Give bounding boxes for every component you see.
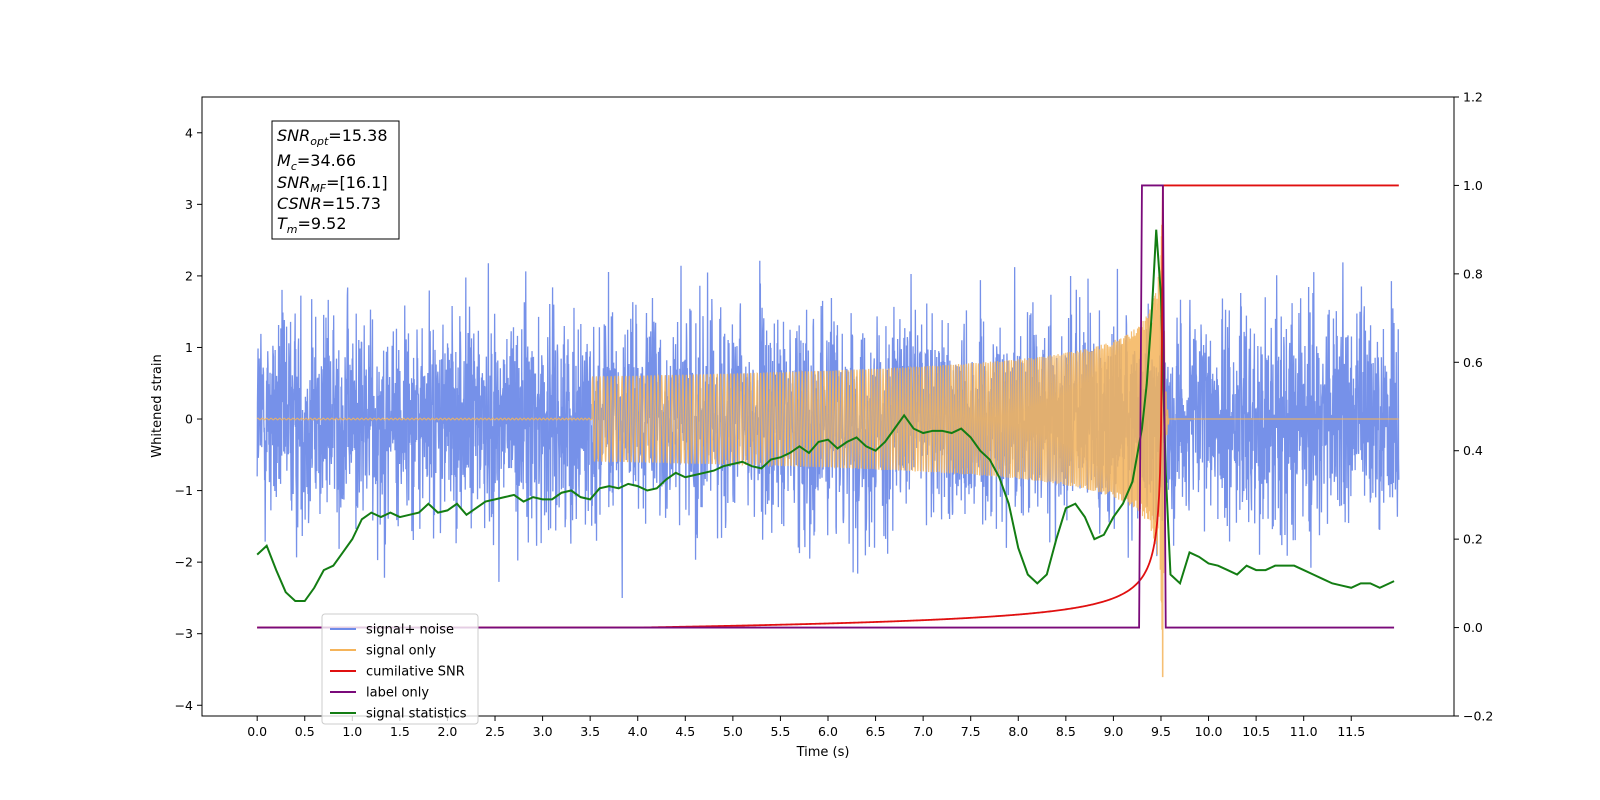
signal-statistics-series <box>256 229 1395 603</box>
svg-text:Mc=34.66: Mc=34.66 <box>277 151 356 173</box>
x-tick-label: 11.0 <box>1290 724 1318 739</box>
x-tick-label: 8.5 <box>1056 724 1076 739</box>
left-y-axis-ticks: 4 3 2 1 0 −1 −2 −3 −4 <box>175 125 202 713</box>
x-tick-label: 10.5 <box>1242 724 1270 739</box>
signal-only-series <box>256 224 1399 678</box>
snr-mf-value: =[16.1] <box>326 173 388 192</box>
signal-statistics-line <box>256 229 1395 603</box>
snr-opt-value: =15.38 <box>328 126 387 145</box>
x-tick-label: 1.0 <box>342 724 362 739</box>
x-tick-label: 3.0 <box>533 724 553 739</box>
left-y-tick-label: 4 <box>185 125 193 140</box>
left-y-tick-label: −3 <box>175 626 193 641</box>
csnr-value: =15.73 <box>322 194 381 213</box>
x-tick-label: 9.0 <box>1103 724 1123 739</box>
svg-text:SNRMF=[16.1]: SNRMF=[16.1] <box>277 173 388 195</box>
label-only-series <box>257 184 1395 629</box>
right-y-tick-label: 0.6 <box>1463 355 1483 370</box>
legend-label: label only <box>366 686 429 701</box>
legend-label: signal statistics <box>366 707 467 722</box>
left-y-tick-label: −1 <box>175 483 193 498</box>
x-tick-label: 5.0 <box>723 724 743 739</box>
chirp-mass-value: =34.66 <box>297 151 356 170</box>
left-y-tick-label: 1 <box>185 340 193 355</box>
right-y-tick-label: 0.0 <box>1463 620 1483 635</box>
right-y-tick-label: 1.2 <box>1463 90 1483 105</box>
left-y-tick-label: 2 <box>185 268 193 283</box>
right-y-tick-label: 1.0 <box>1463 178 1483 193</box>
x-tick-label: 6.0 <box>818 724 838 739</box>
x-tick-label: 11.5 <box>1337 724 1365 739</box>
right-y-axis-ticks: 1.2 1.0 0.8 0.6 0.4 0.2 0.0 −0.2 <box>1454 90 1493 724</box>
right-y-tick-label: 0.8 <box>1463 266 1483 281</box>
merger-time-value: =9.52 <box>298 214 347 233</box>
left-y-tick-label: 0 <box>185 412 193 427</box>
signal-only-line <box>256 224 1399 678</box>
x-tick-label: 1.5 <box>390 724 410 739</box>
x-tick-label: 2.5 <box>485 724 505 739</box>
right-y-tick-label: −0.2 <box>1463 709 1493 724</box>
left-y-tick-label: −2 <box>175 555 193 570</box>
x-tick-label: 7.5 <box>961 724 981 739</box>
left-y-tick-label: −4 <box>175 698 193 713</box>
x-tick-label: 5.5 <box>770 724 790 739</box>
x-tick-label: 2.0 <box>438 724 458 739</box>
left-y-tick-label: 3 <box>185 197 193 212</box>
right-y-tick-label: 0.4 <box>1463 443 1483 458</box>
legend-label: signal only <box>366 644 436 659</box>
x-tick-label: 3.5 <box>580 724 600 739</box>
x-tick-label: 8.0 <box>1008 724 1028 739</box>
legend-label: cumilative SNR <box>366 665 465 680</box>
x-tick-label: 4.0 <box>628 724 648 739</box>
x-axis-label: Time (s) <box>796 745 850 760</box>
x-tick-label: 0.0 <box>247 724 267 739</box>
x-axis-ticks: 0.0 0.5 1.0 1.5 2.0 2.5 3.0 3.5 4.0 4.5 5.0 5.5 6.0 6… <box>247 716 1365 739</box>
legend-label: signal+ noise <box>366 623 454 638</box>
right-y-tick-label: 0.2 <box>1463 532 1483 547</box>
label-only-line <box>257 184 1395 629</box>
legend: signal+ noise signal only cumilative SNR la… <box>321 613 479 725</box>
x-tick-label: 9.5 <box>1151 724 1171 739</box>
y-axis-label-left: Whitened strain <box>150 354 165 457</box>
x-tick-label: 10.0 <box>1195 724 1223 739</box>
svg-text:Tm=9.52: Tm=9.52 <box>277 214 347 236</box>
x-tick-label: 4.5 <box>675 724 695 739</box>
svg-text:CSNR=15.73: CSNR=15.73 <box>277 194 381 213</box>
x-tick-label: 0.5 <box>295 724 315 739</box>
svg-text:SNRopt=15.38: SNRopt=15.38 <box>277 126 388 148</box>
x-tick-label: 6.5 <box>866 724 886 739</box>
snr-annotation-box: SNRopt=15.38 Mc=34.66 SNRMF=[16.1] CSNR=… <box>271 120 400 240</box>
x-tick-label: 7.0 <box>913 724 933 739</box>
